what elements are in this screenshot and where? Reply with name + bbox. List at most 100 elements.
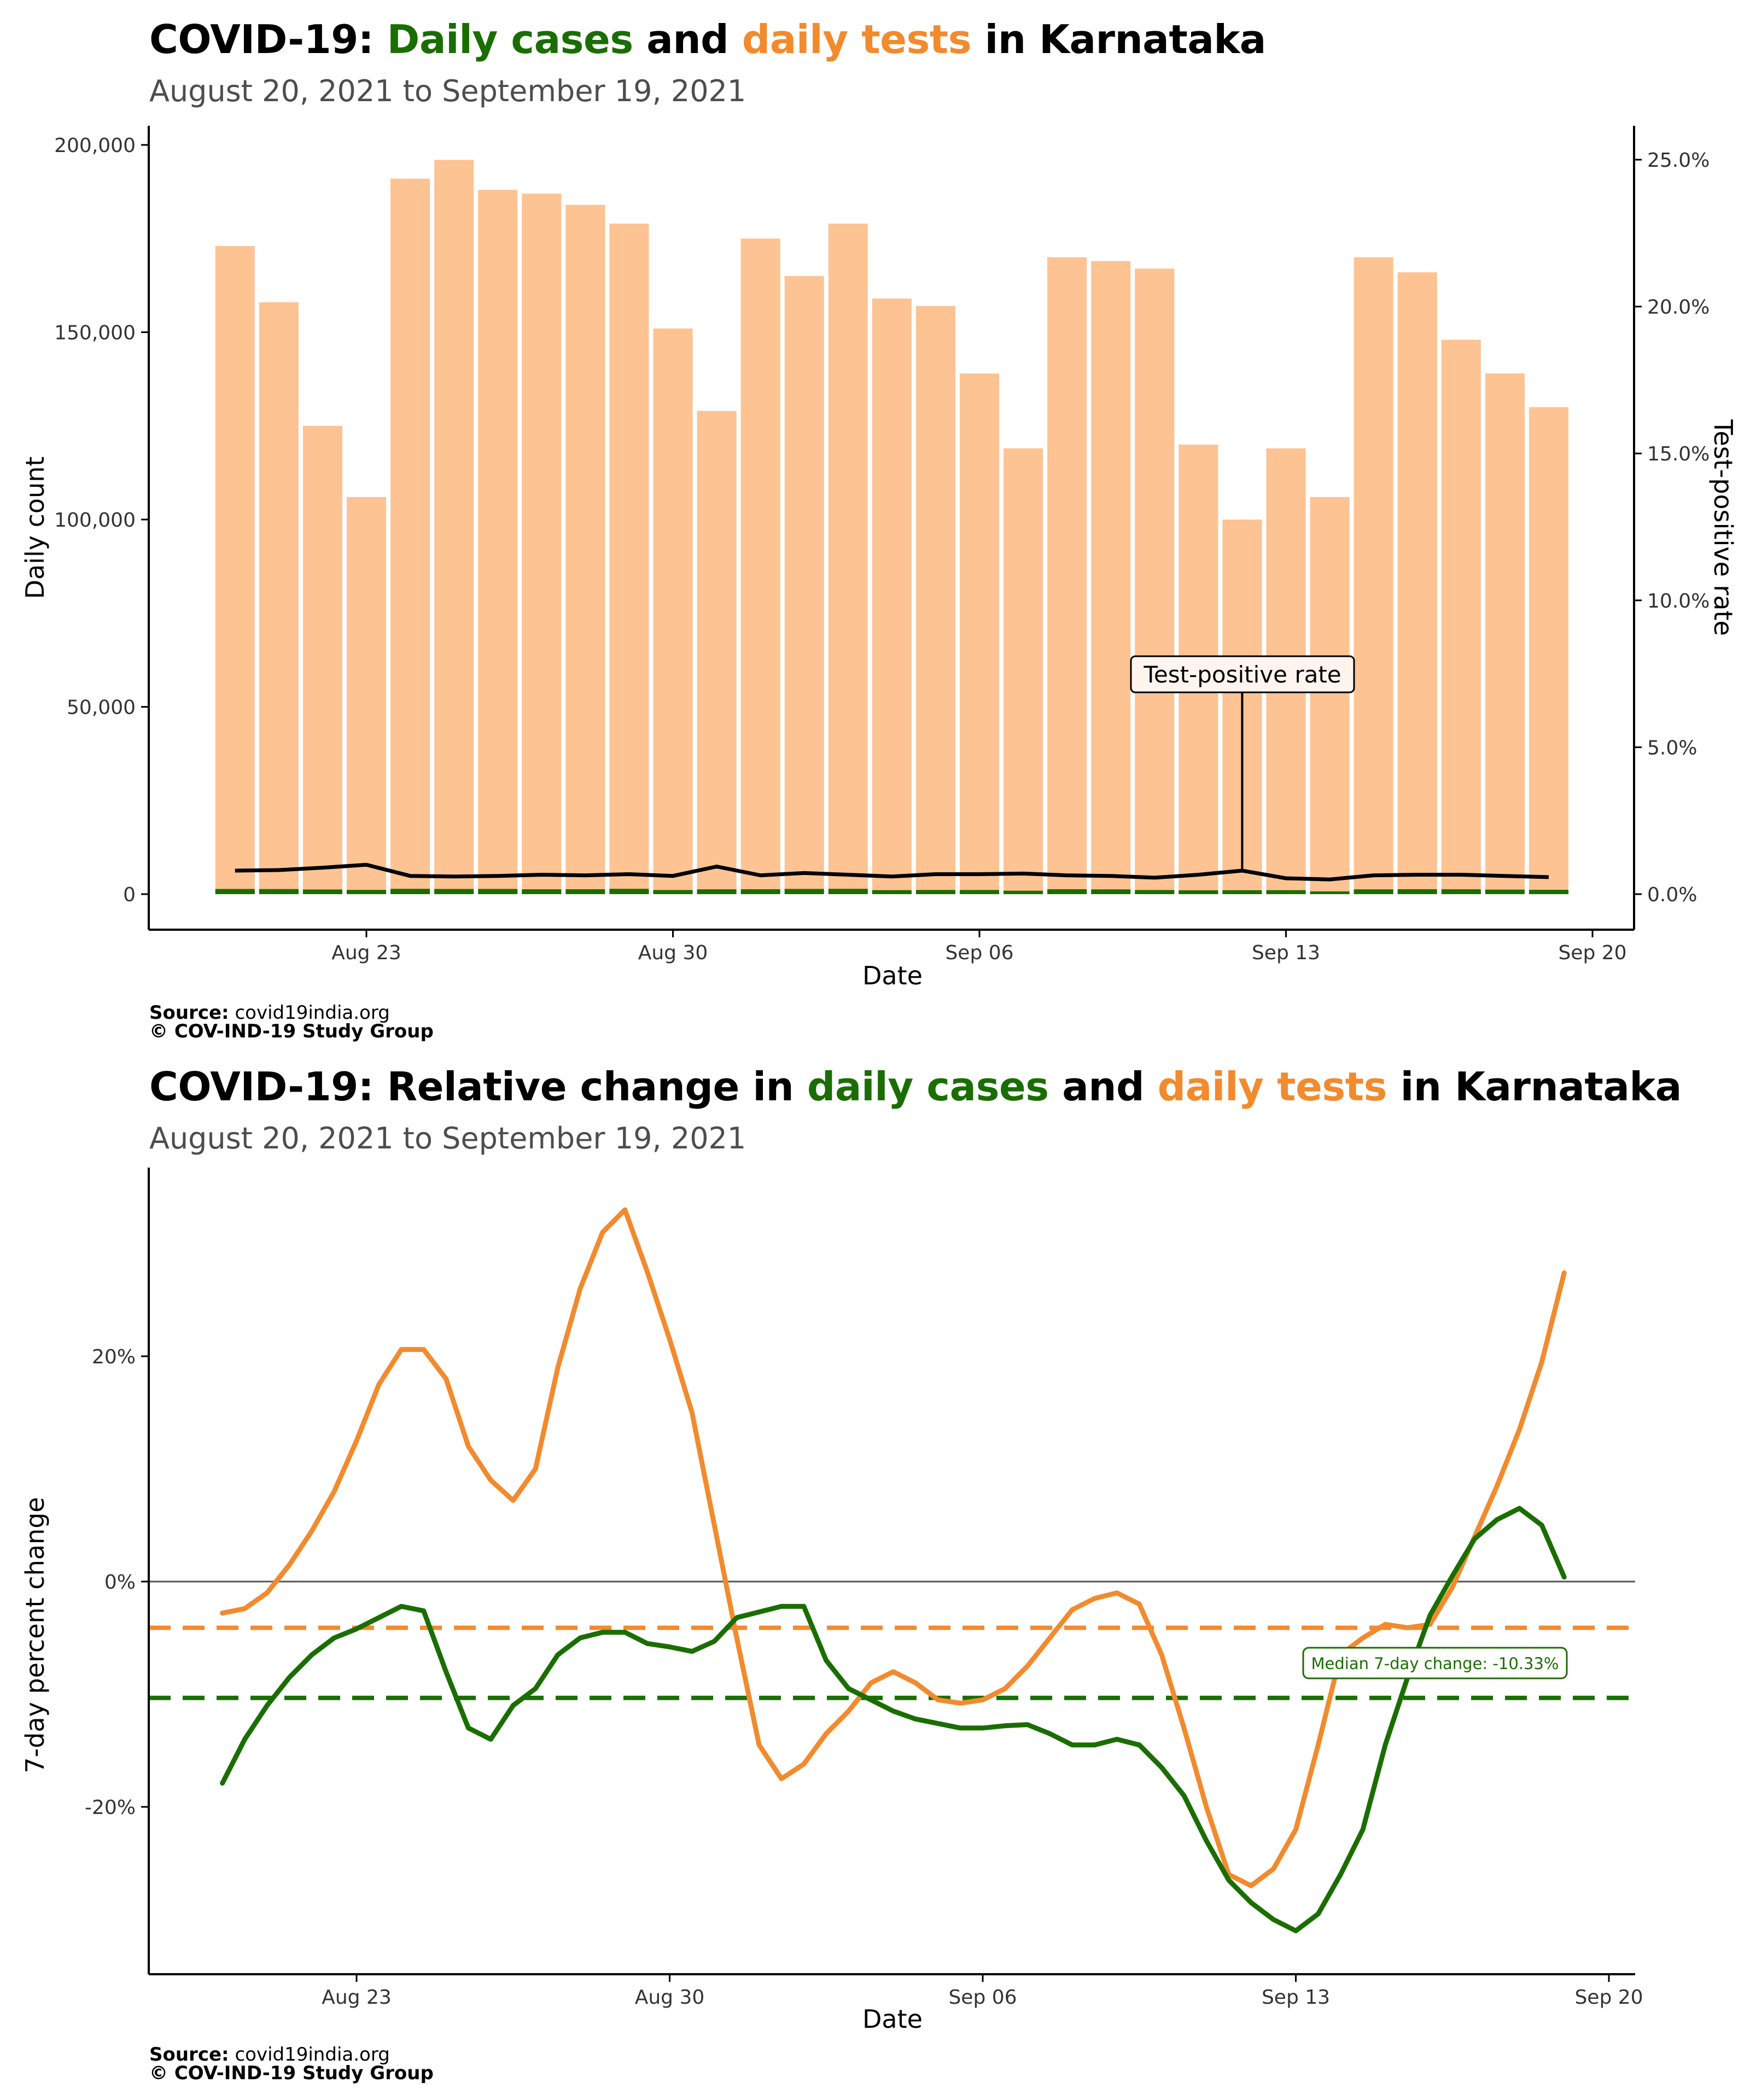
chart2-plot: Median 7-day change: -10.33% -20% 0% 20% Aug… — [20, 1168, 1643, 2034]
chart2-copyright: © COV-IND-19 Study Group — [149, 2062, 434, 2084]
median-label: Median 7-day change: -10.33% — [1311, 1654, 1559, 1673]
tests-bar — [1310, 497, 1350, 894]
tests-bar — [1004, 448, 1043, 894]
chart1-plot: Test-positive rate 0 50,000 100,000 150,000 2… — [20, 126, 1738, 990]
cases-bar — [915, 890, 955, 894]
x-tick-label: Sep 20 — [1558, 942, 1626, 964]
chart2-source-label: Source: — [149, 2044, 229, 2066]
tests-bar — [915, 306, 955, 894]
tests-bar — [697, 411, 737, 894]
cases-bar — [1529, 890, 1568, 894]
cases-bar — [434, 889, 474, 894]
tests-bar — [1354, 257, 1393, 894]
tests-bar — [1485, 373, 1525, 894]
cases-bar — [1179, 890, 1218, 894]
y2-tick-label: 10.0% — [1647, 590, 1710, 612]
chart2-caption: Source: covid19india.org © COV-IND-19 St… — [149, 2045, 434, 2082]
cases-bar — [390, 889, 430, 894]
cases-bar — [346, 890, 387, 894]
x-tick-label: Aug 30 — [635, 1986, 705, 2009]
tests-change-line — [220, 1207, 1567, 1888]
chart2-subtitle: August 20, 2021 to September 19, 2021 — [149, 1121, 746, 1156]
tests-bar — [565, 205, 605, 895]
tests-bar — [215, 246, 255, 895]
tests-bar — [740, 238, 780, 894]
y2-tick-label: 25.0% — [1647, 149, 1710, 172]
tests-bar — [609, 223, 649, 895]
tests-bar — [959, 373, 1000, 894]
cases-bar — [1091, 889, 1131, 894]
cases-bar — [740, 889, 780, 894]
y-axis-label: Daily count — [20, 457, 50, 599]
tests-bar — [1091, 261, 1131, 895]
y-tick-label: 50,000 — [67, 697, 136, 719]
tests-bar — [390, 178, 430, 894]
cases-bar — [872, 890, 912, 894]
x-tick-label: Sep 13 — [1252, 942, 1320, 964]
y-tick-label: 0 — [123, 884, 136, 906]
y2-tick-label: 5.0% — [1647, 737, 1697, 759]
cases-bar — [828, 889, 868, 894]
x-tick-label: Sep 06 — [948, 1986, 1017, 2009]
y2-tick-label: 15.0% — [1647, 443, 1710, 465]
y-tick-label: 20% — [92, 1346, 136, 1368]
y2-axis-label: Test-positive rate — [1708, 419, 1738, 636]
y-axis-label: 7-day percent change — [20, 1497, 50, 1773]
chart2-source: covid19india.org — [235, 2044, 390, 2066]
tests-bar — [346, 497, 387, 894]
y-tick-label: 0% — [104, 1571, 136, 1594]
chart1-title: COVID-19: Daily cases and daily tests in… — [149, 16, 1266, 62]
cases-bar — [697, 889, 737, 894]
cases-bar — [1047, 889, 1087, 894]
tests-bar — [1529, 407, 1568, 894]
annotation-label: Test-positive rate — [1143, 661, 1341, 688]
cases-bar — [609, 889, 649, 894]
x-tick-label: Aug 23 — [331, 942, 401, 964]
cases-bar — [959, 890, 1000, 894]
tests-bar — [1441, 340, 1481, 894]
cases-bar — [522, 889, 562, 894]
chart1-copyright: © COV-IND-19 Study Group — [149, 1020, 434, 1042]
x-tick-label: Aug 23 — [322, 1986, 392, 2009]
cases-bar — [1354, 889, 1393, 894]
chart1-caption: Source: covid19india.org © COV-IND-19 St… — [149, 1004, 434, 1041]
median-label-box — [1302, 1647, 1568, 1679]
y-tick-label: 200,000 — [54, 135, 136, 157]
x-axis-label: Date — [862, 2004, 923, 2034]
tests-bar — [872, 298, 912, 894]
cases-bar — [784, 889, 824, 894]
x-tick-label: Sep 06 — [945, 942, 1013, 964]
cases-bar — [478, 889, 518, 894]
tests-bar — [828, 223, 868, 895]
tests-bar — [478, 190, 518, 895]
cases-bar — [302, 889, 342, 894]
chart1-subtitle: August 20, 2021 to September 19, 2021 — [149, 74, 746, 108]
cases-bar — [1441, 889, 1481, 894]
y-tick-label: 150,000 — [54, 322, 136, 345]
cases-bar — [1004, 890, 1043, 894]
y2-tick-label: 20.0% — [1647, 296, 1710, 319]
tests-bar — [434, 160, 474, 894]
tests-bar — [302, 425, 342, 894]
chart1-source: covid19india.org — [235, 1002, 390, 1024]
cases-bar — [1485, 889, 1525, 894]
cases-bar — [259, 889, 299, 894]
y-tick-label: -20% — [85, 1796, 136, 1819]
tests-bar — [1135, 269, 1175, 894]
cases-bar — [215, 889, 255, 894]
cases-bar — [565, 889, 605, 894]
tests-bar — [522, 194, 562, 894]
tests-bar — [653, 328, 693, 894]
tests-bar — [1397, 272, 1437, 894]
tests-bar — [259, 302, 299, 895]
chart1-source-label: Source: — [149, 1002, 229, 1024]
cases-bar — [1310, 891, 1350, 894]
cases-bar — [653, 890, 693, 894]
annotation-box — [1130, 655, 1355, 693]
y-tick-label: 100,000 — [54, 509, 136, 532]
cases-change-line — [220, 1506, 1567, 1934]
y2-tick-label: 0.0% — [1647, 884, 1697, 906]
tpr-line — [235, 862, 1549, 882]
x-tick-label: Sep 13 — [1262, 1986, 1330, 2009]
cases-bar — [1135, 890, 1175, 894]
